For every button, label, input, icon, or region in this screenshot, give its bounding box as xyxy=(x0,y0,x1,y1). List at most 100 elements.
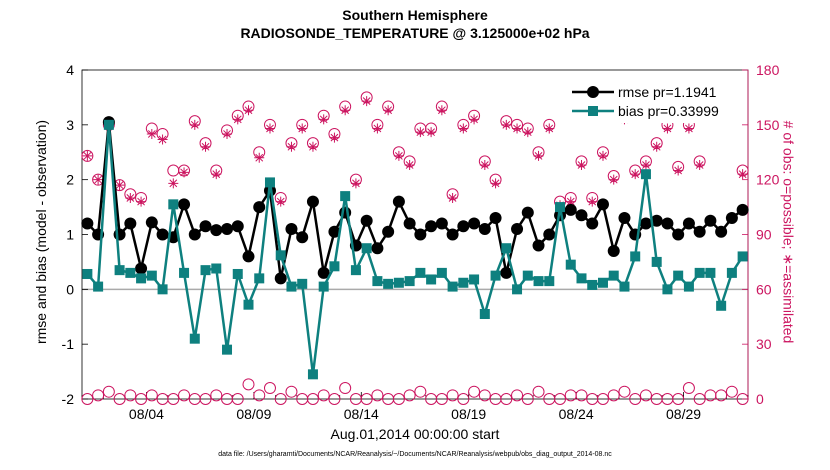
y-right-tick-label: 90 xyxy=(756,227,772,243)
rmse-point xyxy=(156,228,169,241)
bias-point xyxy=(490,270,501,281)
y-left-tick-label: -2 xyxy=(62,391,75,407)
rmse-point xyxy=(414,228,427,241)
bias-point xyxy=(694,267,705,278)
bias-point xyxy=(361,243,372,254)
bias-point xyxy=(619,281,630,292)
obs-assimilated-point xyxy=(340,105,351,116)
obs-possible-point xyxy=(124,389,137,402)
obs-possible-point xyxy=(414,385,427,398)
obs-possible-point xyxy=(629,393,642,405)
bias-point xyxy=(254,273,265,284)
bias-point xyxy=(587,279,598,290)
obs-assimilated-point xyxy=(651,141,662,152)
obs-possible-point xyxy=(167,164,180,177)
rmse-point xyxy=(188,228,201,241)
obs-assimilated-point xyxy=(200,141,211,152)
bias-point xyxy=(383,278,394,289)
obs-assimilated-point xyxy=(694,160,705,171)
obs-assimilated-point xyxy=(447,192,458,203)
obs-possible-point xyxy=(511,389,524,402)
obs-assimilated-point xyxy=(587,196,598,207)
obs-assimilated-point xyxy=(157,134,168,145)
y-left-tick-label: 2 xyxy=(66,172,74,188)
bias-point xyxy=(318,281,329,292)
obs-assimilated-point xyxy=(576,160,587,171)
obs-assimilated-point xyxy=(232,114,243,125)
chart-title-line1: Southern Hemisphere xyxy=(342,7,488,23)
obs-assimilated-point xyxy=(254,152,265,163)
obs-possible-point xyxy=(199,393,212,405)
bias-point xyxy=(393,277,404,288)
obs-assimilated-point xyxy=(243,105,254,116)
bias-point xyxy=(683,281,694,292)
rmse-point xyxy=(178,198,191,211)
obs-possible-point xyxy=(596,393,609,405)
bias-point xyxy=(125,267,136,278)
legend-rmse-label: rmse pr=1.1941 xyxy=(618,84,717,100)
obs-assimilated-point xyxy=(361,96,372,107)
bias-point xyxy=(297,278,308,289)
obs-assimilated-point xyxy=(630,169,641,180)
bias-point xyxy=(651,256,662,267)
obs-assimilated-point xyxy=(415,127,426,138)
obs-assimilated-point xyxy=(82,150,93,161)
rmse-point xyxy=(586,217,599,230)
y-right-tick-label: 150 xyxy=(756,117,780,133)
bias-point xyxy=(82,268,93,279)
obs-possible-point xyxy=(435,393,448,405)
bias-point xyxy=(469,274,480,285)
bias-point xyxy=(179,267,190,278)
rmse-point xyxy=(210,224,223,237)
obs-assimilated-point xyxy=(597,150,608,161)
y-left-tick-label: 4 xyxy=(66,62,74,78)
obs-possible-point xyxy=(231,393,244,405)
bias-point xyxy=(630,251,641,262)
obs-possible-point xyxy=(145,389,158,402)
obs-possible-point xyxy=(242,378,255,391)
bias-point xyxy=(555,202,566,213)
obs-possible-point xyxy=(554,393,567,405)
x-tick-label: 08/14 xyxy=(344,406,379,422)
bias-point xyxy=(501,243,512,254)
bias-point xyxy=(93,281,104,292)
obs-possible-point xyxy=(607,389,620,402)
obs-possible-point xyxy=(715,389,728,402)
rmse-point xyxy=(682,217,695,230)
bias-point xyxy=(350,265,361,276)
rmse-point xyxy=(575,209,588,222)
bias-point xyxy=(264,177,275,188)
rmse-point xyxy=(596,198,609,211)
rmse-point xyxy=(296,231,309,244)
obs-assimilated-point xyxy=(640,160,651,171)
bias-line xyxy=(86,124,744,375)
rmse-point xyxy=(715,225,728,238)
obs-possible-point xyxy=(178,389,191,402)
obs-assimilated-point xyxy=(275,196,286,207)
rmse-point xyxy=(253,201,266,214)
rmse-point xyxy=(736,203,749,216)
rmse-point xyxy=(650,214,663,227)
rmse-point xyxy=(511,223,524,236)
x-axis-label: Aug.01,2014 00:00:00 start xyxy=(330,426,500,442)
obs-possible-point xyxy=(92,389,105,402)
rmse-point xyxy=(672,228,685,241)
y-right-tick-label: 120 xyxy=(756,172,780,188)
y-left-tick-label: 1 xyxy=(66,227,74,243)
obs-assimilated-point xyxy=(662,123,673,134)
obs-assimilated-point xyxy=(307,141,318,152)
rmse-point xyxy=(489,212,502,225)
obs-assimilated-point xyxy=(297,123,308,134)
rmse-point xyxy=(274,272,287,285)
rmse-point xyxy=(81,217,94,230)
obs-possible-point xyxy=(639,389,652,402)
bias-point xyxy=(372,276,383,287)
rmse-point xyxy=(124,217,137,230)
bias-point xyxy=(479,309,490,320)
y-left-tick-label: 0 xyxy=(66,281,74,297)
obs-possible-point xyxy=(618,385,631,398)
obs-assimilated-point xyxy=(318,114,329,125)
obs-assimilated-point xyxy=(436,105,447,116)
obs-possible-point xyxy=(135,393,148,405)
bias-point xyxy=(136,273,147,284)
